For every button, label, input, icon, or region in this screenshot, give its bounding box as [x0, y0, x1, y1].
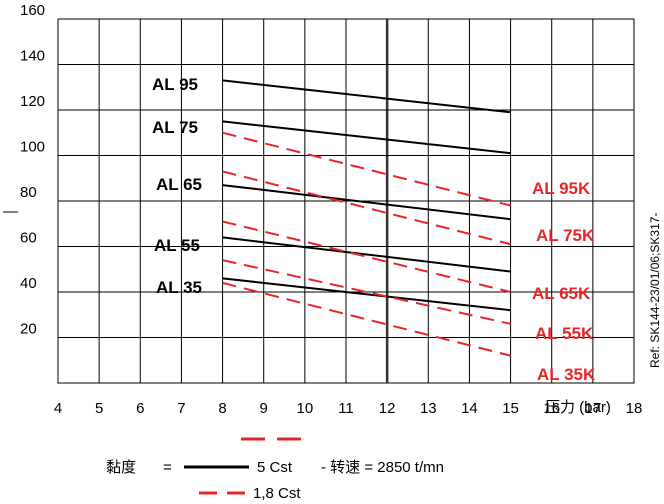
legend-speed-text: - 转速 = 2850 t/mn — [321, 459, 444, 476]
reference-text: Ref: SK144-23/01/06;SK317- — [648, 213, 662, 368]
y-tick-label: 140 — [20, 48, 45, 65]
series-line — [222, 184, 511, 221]
series-line — [222, 220, 511, 293]
y-tick-label: 20 — [20, 321, 37, 338]
x-tick-label: 6 — [136, 400, 144, 417]
series-line — [222, 120, 511, 155]
series-label: AL 35K — [537, 365, 596, 384]
series-label: AL 95K — [532, 179, 591, 198]
x-tick-label: 8 — [218, 400, 226, 417]
series-labels: AL 95 AL 75 AL 65 AL 55 AL 35 AL 95K AL 75K AL … — [152, 75, 596, 384]
series-line — [222, 259, 511, 325]
y-tick-label: 60 — [20, 230, 37, 247]
legend-solid-value: 5 Cst — [257, 459, 293, 476]
series-label: AL 35 — [156, 278, 202, 297]
series-line — [222, 281, 511, 357]
series-line — [222, 170, 511, 246]
y-tick-label: 80 — [20, 184, 37, 201]
y-tick-label: 120 — [20, 93, 45, 110]
series-line — [222, 131, 511, 207]
x-tick-label: 13 — [420, 400, 437, 417]
x-tick-label: 7 — [177, 400, 185, 417]
series-label: AL 55 — [154, 236, 200, 255]
x-tick-label: 9 — [260, 400, 268, 417]
x-tick-label: 17 — [585, 400, 602, 417]
y-tick-label: 40 — [20, 275, 37, 292]
legend-equals: = — [163, 459, 172, 476]
series-line — [222, 79, 511, 114]
x-tick-label: 14 — [461, 400, 478, 417]
x-tick-label: 16 — [543, 400, 560, 417]
series-label: AL 75K — [536, 226, 595, 245]
x-tick-label: 11 — [338, 400, 354, 417]
x-tick-label: 4 — [54, 400, 62, 417]
series-lines — [222, 79, 511, 357]
series-label: AL 95 — [152, 75, 198, 94]
legend-viscosity-label: 黏度 — [106, 459, 136, 476]
y-tick-label: 160 — [20, 2, 45, 19]
y-tick-label: 100 — [20, 139, 45, 156]
x-tick-label: 10 — [297, 400, 314, 417]
series-label: AL 65 — [156, 175, 202, 194]
x-tick-label: 15 — [502, 400, 519, 417]
x-axis-label: 压力 (bar) — [545, 399, 611, 416]
x-tick-label: 5 — [95, 400, 103, 417]
series-label: AL 75 — [152, 118, 198, 137]
legend-dashed-value: 1,8 Cst — [253, 485, 301, 502]
x-tick-label: 18 — [626, 400, 643, 417]
series-line — [222, 277, 511, 312]
grid — [3, 18, 635, 384]
series-line — [222, 236, 511, 273]
x-tick-label: 12 — [379, 400, 396, 417]
series-label: AL 65K — [532, 284, 591, 303]
series-label: AL 55K — [535, 324, 594, 343]
tick-labels: 4 5 6 7 8 9 10 11 12 13 14 15 16 17 18 20 40 60 80 100 120 14… — [20, 2, 642, 417]
